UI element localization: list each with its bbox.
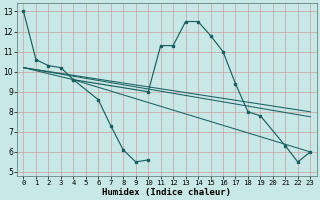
X-axis label: Humidex (Indice chaleur): Humidex (Indice chaleur) <box>102 188 231 197</box>
